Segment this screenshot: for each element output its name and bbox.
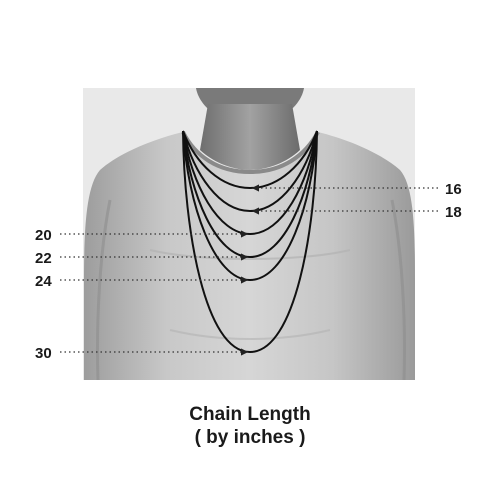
caption-subtitle: ( by inches ) (0, 427, 500, 449)
label-20: 20 (35, 227, 52, 244)
label-22: 22 (35, 250, 52, 267)
label-30: 30 (35, 345, 52, 362)
label-24: 24 (35, 273, 52, 290)
label-18: 18 (445, 204, 462, 221)
neck (200, 104, 300, 170)
label-16: 16 (445, 181, 462, 198)
caption-title: Chain Length (0, 404, 500, 426)
